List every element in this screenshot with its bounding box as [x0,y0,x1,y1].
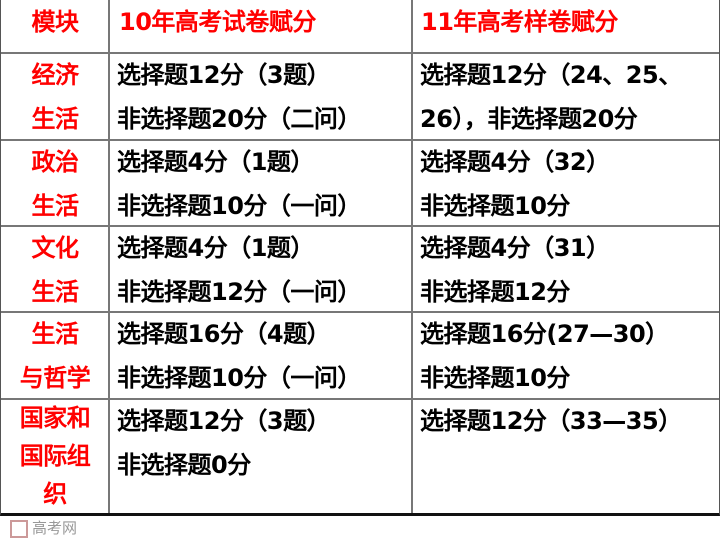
score-line: 选择题4分（1题） [117,148,314,176]
module-international: 国家和 国际组 织 [1,399,109,513]
header-module: 模块 [31,8,80,36]
row-divider [1,398,719,400]
module-line: 政治 [31,148,80,176]
score-line: 选择题16分（4题） [117,320,331,348]
watermark-logo: 高考网 [10,518,77,538]
watermark-text: 高考网 [32,519,78,537]
score-2010: 选择题4分（1题） 非选择题10分（一问） [117,140,361,228]
score-2011: 选择题4分（31） 非选择题12分 [420,226,610,314]
module-line: 经济 [31,61,80,89]
module-philosophy: 生活 与哲学 [1,312,109,400]
module-line: 生活 [31,278,80,306]
score-line: 选择题4分（1题） [117,234,314,262]
column-divider [411,0,413,513]
score-line: 选择题12分（33—35） [420,407,682,435]
score-line: 非选择题12分 [420,278,570,306]
score-line: 选择题4分（32） [420,148,610,176]
module-politics: 政治 生活 [1,140,109,228]
module-line: 国际组 [19,442,91,470]
logo-icon [10,520,28,538]
score-line: 选择题4分（31） [420,234,610,262]
score-2011: 选择题12分（24、25、 26），非选择题20分 [420,53,682,141]
module-line: 生活 [31,320,80,348]
score-line: 非选择题10分 [420,364,570,392]
score-2010: 选择题12分（3题） 非选择题0分 [117,399,331,487]
row-divider [1,225,719,227]
score-line: 选择题12分（24、25、 [420,61,682,89]
module-line: 国家和 [19,404,91,432]
module-line: 生活 [31,105,80,133]
score-line: 非选择题12分（一问） [117,278,361,306]
score-line: 26），非选择题20分 [420,105,638,133]
score-line: 非选择题10分（一问） [117,192,361,220]
score-2010: 选择题12分（3题） 非选择题20分（二问） [117,53,361,141]
score-line: 非选择题0分 [117,451,251,479]
column-divider [108,0,110,513]
score-2011: 选择题12分（33—35） [420,399,682,443]
score-2010: 选择题16分（4题） 非选择题10分（一问） [117,312,361,400]
score-line: 非选择题10分（一问） [117,364,361,392]
score-line: 选择题12分（3题） [117,61,331,89]
score-line: 非选择题10分 [420,192,570,220]
row-divider [1,311,719,313]
score-2011: 选择题4分（32） 非选择题10分 [420,140,610,228]
score-2011: 选择题16分(27—30） 非选择题10分 [420,312,669,400]
row-divider [1,52,719,54]
module-line: 生活 [31,192,80,220]
score-line: 非选择题20分（二问） [117,105,361,133]
module-line: 与哲学 [19,364,91,392]
module-economy: 经济 生活 [1,53,109,141]
score-table: 模块 10年高考试卷赋分 11年高考样卷赋分 经济 生活 选择题12分（3题） … [0,0,720,516]
score-2010: 选择题4分（1题） 非选择题12分（一问） [117,226,361,314]
module-culture: 文化 生活 [1,226,109,314]
module-line: 文化 [31,234,80,262]
row-divider [1,139,719,141]
module-line: 织 [43,480,67,508]
score-line: 选择题16分(27—30） [420,320,669,348]
header-2010: 10年高考试卷赋分 [119,8,316,36]
score-line: 选择题12分（3题） [117,407,331,435]
header-2011: 11年高考样卷赋分 [421,8,618,36]
